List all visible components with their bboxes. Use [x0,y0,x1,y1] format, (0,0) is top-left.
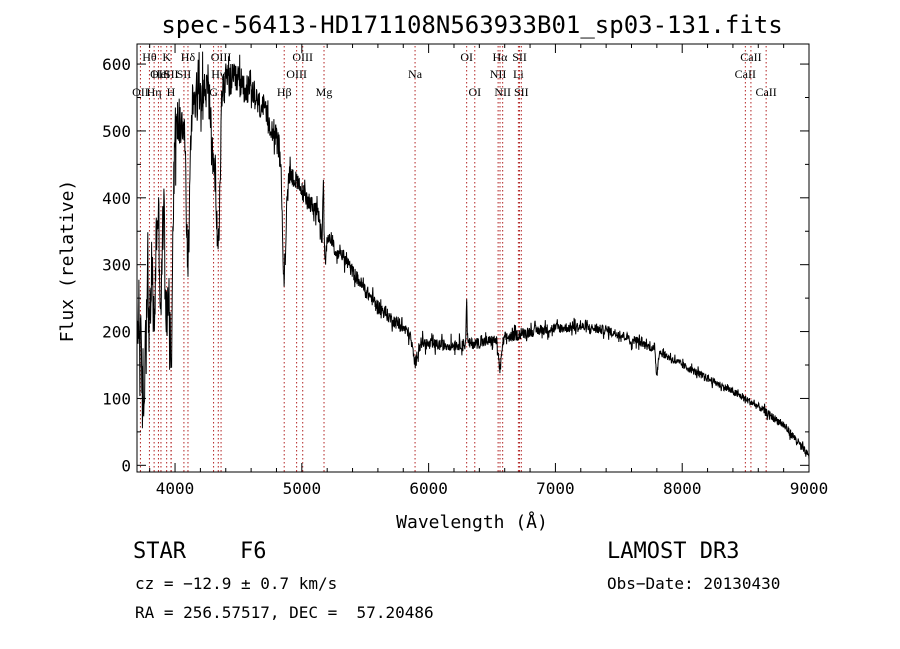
spectral-line-label: OIII [286,67,307,81]
x-tick-label: 4000 [156,479,195,498]
spectral-line-label: Hβ [277,85,292,99]
spectral-line-label: SII [177,67,192,81]
spectral-line-label: CaII [735,67,756,81]
spectrum-line [136,51,810,460]
x-tick-label: 7000 [536,479,575,498]
spectral-line-label: CaII [740,50,761,64]
spectral-line-label: H [167,85,176,99]
y-tick-label: 200 [102,323,131,342]
survey-name: LAMOST DR3 [607,539,740,564]
spectral-line-label: K [162,50,171,64]
spectral-line-label: Hγ [211,67,226,81]
y-tick-label: 600 [102,55,131,74]
x-axis-ticks: 4000 5000 6000 7000 8000 9000 [149,44,829,498]
redshift-velocity: cz = −12.9 ± 0.7 km/s [135,574,338,593]
spectral-line-label: NII [490,67,507,81]
y-axis-label: Flux (relative) [57,180,78,343]
spectral-line-label: Hα [493,50,509,64]
spectral-line-label: SII [512,50,527,64]
spectral-line-label: Hθ [142,50,157,64]
spectral-line-label: OI [468,85,481,99]
spectral-line-label: Hδ [181,50,196,64]
spectral-line-label: Na [408,67,423,81]
spectral-line-label: OIII [211,50,232,64]
spectral-line-label: OII [132,85,149,99]
x-tick-label: 9000 [790,479,829,498]
spectral-line-label: Li [513,67,524,81]
y-axis-ticks: 0 100 200 300 400 500 600 [102,55,809,475]
spectral-line-labels: OIIHθHηOIIHeIKSIIHHδSIIGOIIIHγHβOIIIOIII… [132,50,777,99]
spectral-line-label: SII [514,85,529,99]
spectral-line-label: Mg [316,85,333,99]
spectral-line-label: CaII [755,85,776,99]
spectral-line-markers [139,46,767,472]
object-subclass: F6 [240,539,267,564]
spectral-line-label: NII [494,85,511,99]
y-tick-label: 100 [102,389,131,408]
spectral-line-label: HeI [152,67,170,81]
x-tick-label: 5000 [283,479,322,498]
spectral-line-label: G [209,85,218,99]
spectral-line-label: OIII [292,50,313,64]
y-tick-label: 0 [121,456,131,475]
spectral-line-label: OII [150,67,167,81]
x-tick-label: 6000 [409,479,448,498]
chart-title: spec-56413-HD171108N563933B01_sp03-131.f… [161,11,782,39]
plot-frame [136,43,810,473]
y-tick-label: 300 [102,256,131,275]
observation-date: Obs−Date: 20130430 [607,574,781,593]
object-class: STAR [133,539,186,564]
spectral-line-label: Hη [147,85,162,99]
y-tick-label: 500 [102,122,131,141]
spectral-line-label: SII [164,67,179,81]
x-axis-label: Wavelength (Å) [396,511,548,533]
spectral-line-label: OI [460,50,473,64]
coordinates: RA = 256.57517, DEC = 57.20486 [135,603,434,622]
y-tick-label: 400 [102,189,131,208]
x-tick-label: 8000 [663,479,702,498]
